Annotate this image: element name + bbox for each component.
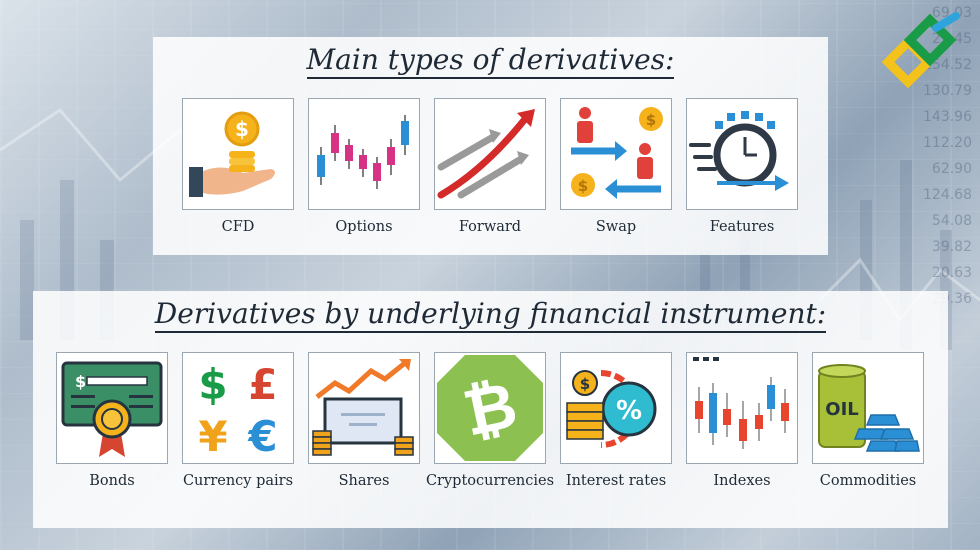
cryptocurrencies-label: Cryptocurrencies — [425, 473, 555, 489]
forward-label: Forward — [458, 219, 522, 235]
bonds-card: $ — [56, 352, 168, 464]
shares-card — [308, 352, 420, 464]
background-number: 20.63 — [931, 265, 972, 281]
background-number: 143.96 — [923, 109, 972, 125]
background-number: 62.90 — [931, 161, 972, 177]
swap-exchange-icon: $ $ — [571, 107, 663, 199]
forward-card — [434, 98, 546, 210]
bonds-label: Bonds — [89, 473, 135, 489]
svg-text:%: % — [616, 396, 642, 426]
swap-label: Swap — [595, 219, 637, 235]
svg-text:£: £ — [248, 360, 277, 409]
brand-logo-icon — [881, 12, 960, 89]
svg-text:¥: ¥ — [198, 412, 227, 461]
currency-pairs-card: $ £ ¥ € — [182, 352, 294, 464]
commodities-label: Commodities — [819, 473, 917, 489]
svg-text:$: $ — [580, 375, 590, 393]
cfd-label: CFD — [221, 219, 255, 235]
background-number: 69.03 — [931, 5, 972, 21]
svg-text:€: € — [247, 412, 277, 461]
background-number: 39.82 — [931, 239, 972, 255]
currency-pairs-label: Currency pairs — [182, 473, 294, 489]
swap-card: $ $ — [560, 98, 672, 210]
background-number: 124.68 — [923, 187, 972, 203]
features-card — [686, 98, 798, 210]
indexes-card — [686, 352, 798, 464]
interest-rates-card: % $ — [560, 352, 672, 464]
options-card — [308, 98, 420, 210]
interest-rates-label: Interest rates — [565, 473, 667, 489]
background-number: 130.79 — [923, 83, 972, 99]
oil-gold-icon: OIL — [818, 364, 920, 452]
shares-label: Shares — [338, 473, 390, 489]
svg-text:$: $ — [235, 117, 249, 141]
features-label: Features — [709, 219, 775, 235]
main-types-panel: Main types of derivatives: $ CFD — [153, 37, 828, 255]
main-types-heading: Main types of derivatives: — [153, 43, 828, 79]
forward-arrows-icon — [437, 109, 535, 199]
hand-coins-icon: $ — [189, 111, 275, 197]
cryptocurrencies-card: ₿ — [434, 352, 546, 464]
svg-text:$: $ — [75, 372, 86, 391]
svg-text:$: $ — [578, 177, 588, 195]
bitcoin-icon: ₿ — [437, 355, 543, 461]
svg-text:$: $ — [646, 111, 656, 129]
underlying-instruments-panel: Derivatives by underlying financial inst… — [33, 291, 948, 528]
stopwatch-icon — [689, 111, 789, 191]
svg-text:OIL: OIL — [825, 399, 858, 420]
indexes-label: Indexes — [713, 473, 771, 489]
options-label: Options — [335, 219, 393, 235]
index-chart-icon — [693, 357, 789, 449]
cfd-card: $ — [182, 98, 294, 210]
currency-symbols-icon: $ £ ¥ € — [198, 360, 277, 461]
underlying-instruments-heading: Derivatives by underlying financial inst… — [33, 297, 948, 333]
candlestick-chart-icon — [317, 115, 409, 189]
commodities-card: OIL — [812, 352, 924, 464]
svg-text:$: $ — [198, 360, 227, 409]
bond-certificate-icon: $ — [61, 361, 163, 457]
interest-rate-icon: % $ — [566, 370, 657, 448]
background-number: 112.20 — [923, 135, 972, 151]
background-number: 54.08 — [931, 213, 972, 229]
shares-certificate-icon — [312, 359, 414, 456]
